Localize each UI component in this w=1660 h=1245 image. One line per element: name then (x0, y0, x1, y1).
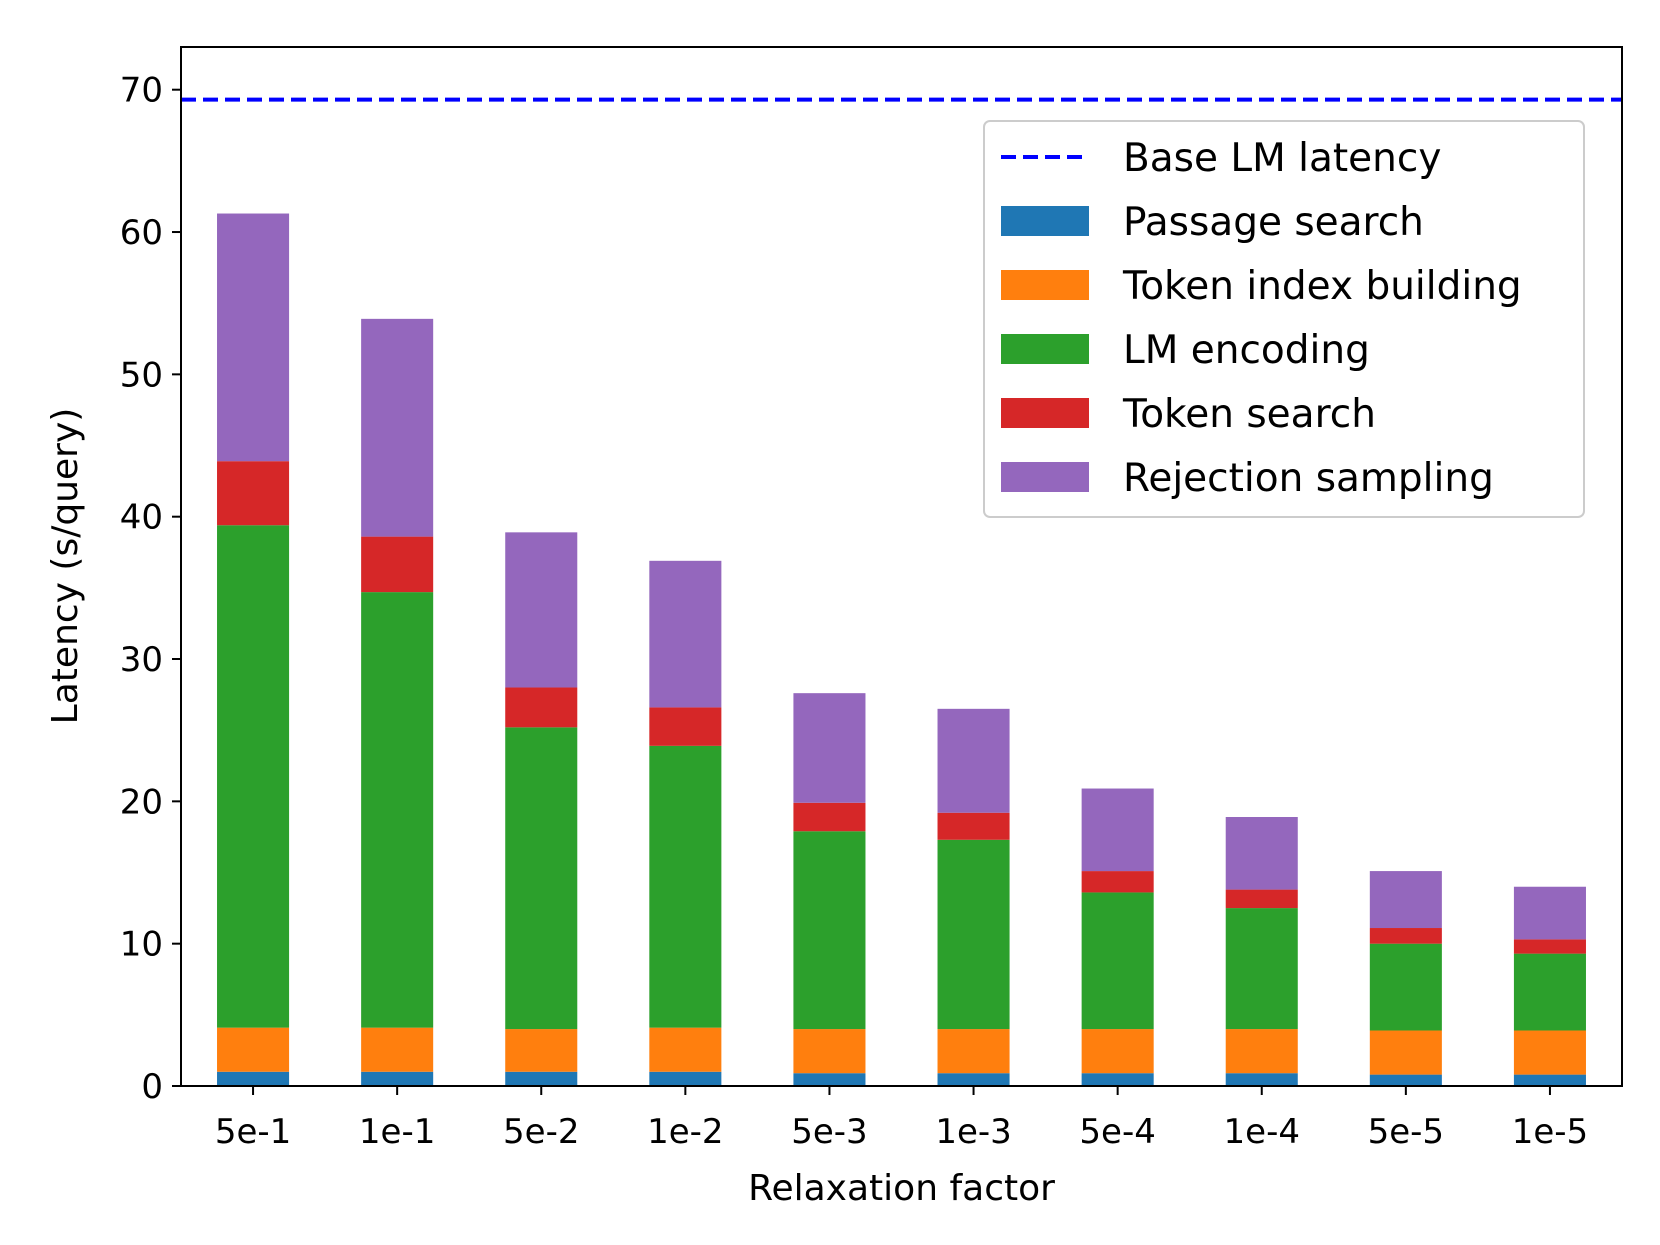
bar-segment-token-index-building-5e-4 (1081, 1029, 1154, 1074)
bar-segment-rejection-sampling-1e-1 (361, 318, 434, 537)
legend-swatch-rejection-sampling (1001, 462, 1089, 492)
bar-segment-lm-encoding-1e-4 (1225, 908, 1298, 1030)
legend-swatch-token-search (1001, 398, 1089, 428)
bar-segment-token-search-1e-4 (1225, 889, 1298, 909)
legend-label-lm-encoding: LM encoding (1123, 328, 1370, 373)
bar-segment-lm-encoding-5e-3 (793, 831, 866, 1030)
legend-label-rejection-sampling: Rejection sampling (1123, 456, 1494, 501)
bar-segment-rejection-sampling-5e-1 (217, 213, 290, 462)
bar-segment-lm-encoding-1e-2 (649, 745, 722, 1028)
bar-segment-rejection-sampling-5e-4 (1081, 788, 1154, 872)
bar-segment-rejection-sampling-1e-5 (1513, 886, 1586, 940)
x-tick-label-1e-1: 1e-1 (359, 1112, 435, 1152)
legend-swatch-lm-encoding (1001, 334, 1089, 364)
bar-segment-lm-encoding-1e-1 (361, 592, 434, 1028)
legend-label-passage-search: Passage search (1123, 200, 1424, 245)
x-tick-label-1e-2: 1e-2 (647, 1112, 723, 1152)
bar-segment-lm-encoding-5e-1 (217, 525, 290, 1028)
bar-segment-token-search-1e-1 (361, 536, 434, 593)
y-tick-label: 50 (120, 355, 163, 395)
bar-segment-passage-search-5e-4 (1081, 1073, 1154, 1086)
bar-segment-passage-search-1e-4 (1225, 1073, 1298, 1086)
legend-label-base-lm-latency: Base LM latency (1123, 136, 1441, 181)
bar-segment-token-index-building-1e-3 (937, 1029, 1010, 1074)
legend-swatch-token-index-building (1001, 270, 1089, 300)
x-tick-label-5e-2: 5e-2 (503, 1112, 579, 1152)
bar-segment-rejection-sampling-1e-3 (937, 708, 1010, 813)
bar-segment-token-search-5e-2 (505, 687, 578, 728)
y-axis: 0 10 20 30 40 50 60 70 (120, 71, 181, 1107)
bar-segment-passage-search-5e-1 (217, 1071, 290, 1086)
bar-segment-token-search-1e-2 (649, 707, 722, 746)
y-tick-label: 70 (120, 71, 163, 111)
bar-segment-passage-search-5e-5 (1369, 1074, 1442, 1086)
y-tick-label: 40 (120, 498, 163, 538)
legend-label-token-search: Token search (1122, 392, 1376, 437)
bar-segment-rejection-sampling-1e-4 (1225, 817, 1298, 890)
bar-segment-lm-encoding-5e-2 (505, 727, 578, 1030)
bar-segment-passage-search-5e-2 (505, 1071, 578, 1086)
y-tick-label: 60 (120, 213, 163, 253)
x-tick-label-1e-3: 1e-3 (935, 1112, 1011, 1152)
bar-segment-rejection-sampling-5e-3 (793, 693, 866, 803)
x-tick-label-1e-5: 1e-5 (1512, 1112, 1588, 1152)
bar-segment-passage-search-5e-3 (793, 1073, 866, 1086)
plot-frame (180, 46, 1623, 1087)
x-tick-label-5e-4: 5e-4 (1079, 1112, 1155, 1152)
bar-segment-lm-encoding-1e-3 (937, 839, 1010, 1030)
bar-segment-token-index-building-1e-5 (1513, 1030, 1586, 1075)
y-tick-label: 30 (120, 640, 163, 680)
x-axis: 5e-1 1e-1 5e-2 1e-2 5e-3 1e-3 5e-4 1e-4 5e-5 1e-5 (215, 1086, 1588, 1152)
y-tick-label: 20 (120, 782, 163, 822)
y-axis-label: Latency (s/query) (45, 408, 86, 725)
bar-segment-passage-search-1e-1 (361, 1071, 434, 1086)
bar-segment-token-index-building-1e-4 (1225, 1029, 1298, 1074)
x-tick-label-1e-4: 1e-4 (1224, 1112, 1300, 1152)
bar-segment-token-index-building-5e-5 (1369, 1030, 1442, 1075)
x-axis-label: Relaxation factor (748, 1168, 1055, 1209)
bar-segment-token-search-5e-1 (217, 461, 290, 526)
bar-segment-token-index-building-5e-3 (793, 1029, 866, 1074)
bar-segment-rejection-sampling-1e-2 (649, 560, 722, 708)
bar-segment-lm-encoding-5e-5 (1369, 943, 1442, 1031)
bar-segment-passage-search-1e-3 (937, 1073, 1010, 1086)
legend-box (983, 120, 1585, 518)
bar-segment-token-search-1e-5 (1513, 939, 1586, 954)
bar-segment-passage-search-1e-2 (649, 1071, 722, 1086)
bar-segment-token-search-1e-3 (937, 812, 1010, 840)
legend-swatch-passage-search (1001, 206, 1089, 236)
bar-segment-token-search-5e-5 (1369, 928, 1442, 944)
y-tick-label: 10 (120, 925, 163, 965)
legend: Base LM latency Passage search Token index… (983, 120, 1585, 518)
bar-segment-token-index-building-5e-2 (505, 1029, 578, 1072)
bar-segment-token-search-5e-3 (793, 802, 866, 832)
bar-segment-rejection-sampling-5e-2 (505, 532, 578, 688)
x-tick-label-5e-5: 5e-5 (1368, 1112, 1444, 1152)
bar-segment-lm-encoding-1e-5 (1513, 953, 1586, 1031)
bar-segment-token-search-5e-4 (1081, 871, 1154, 893)
bar-segment-token-index-building-1e-1 (361, 1027, 434, 1072)
bar-segment-rejection-sampling-5e-5 (1369, 871, 1442, 929)
x-tick-label-5e-3: 5e-3 (791, 1112, 867, 1152)
bar-segment-lm-encoding-5e-4 (1081, 892, 1154, 1030)
legend-label-token-index-building: Token index building (1122, 264, 1522, 309)
bar-segment-token-index-building-5e-1 (217, 1027, 290, 1072)
x-tick-label-5e-1: 5e-1 (215, 1112, 291, 1152)
y-tick-label: 0 (141, 1067, 163, 1107)
bars-layer (217, 213, 1586, 1086)
bar-segment-token-index-building-1e-2 (649, 1027, 722, 1072)
bar-segment-passage-search-1e-5 (1513, 1074, 1586, 1086)
